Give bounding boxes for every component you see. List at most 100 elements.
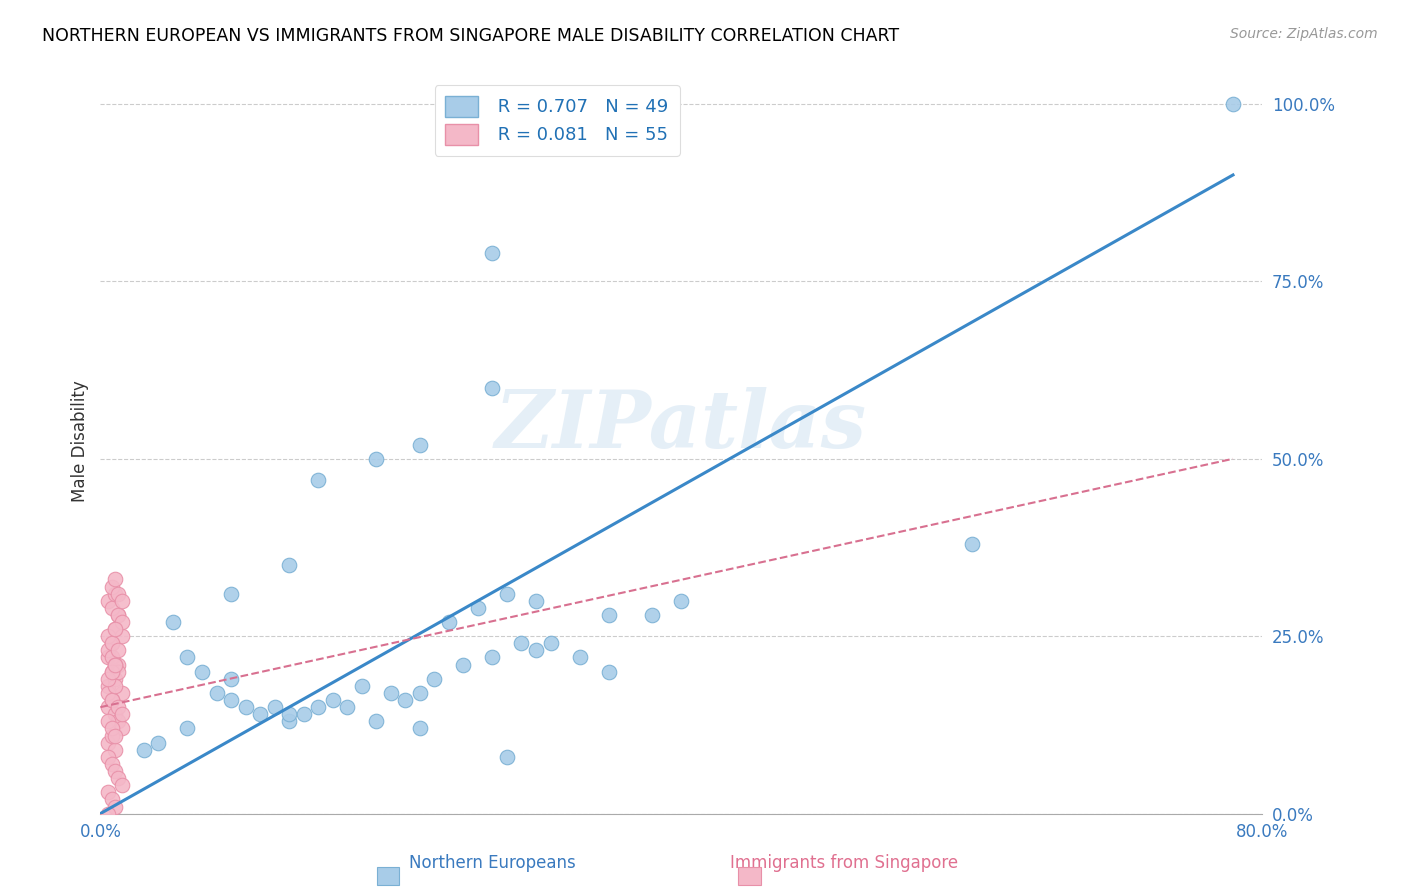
Point: [598, 607, 620, 622]
Point: [481, 246, 503, 260]
Point: [409, 686, 432, 700]
Point: [101, 636, 124, 650]
Point: [292, 707, 315, 722]
Point: [101, 756, 124, 771]
Point: [97, 643, 120, 657]
Point: [101, 729, 124, 743]
Point: [394, 693, 416, 707]
Point: [111, 778, 134, 792]
Point: [101, 722, 124, 736]
Point: [101, 600, 124, 615]
Point: [107, 771, 129, 785]
Point: [104, 573, 127, 587]
Point: [97, 679, 120, 693]
Point: [111, 686, 134, 700]
Point: [97, 629, 120, 643]
Text: ZIPatlas: ZIPatlas: [495, 387, 868, 465]
Point: [437, 615, 460, 629]
Point: [350, 679, 373, 693]
Point: [409, 722, 432, 736]
Point: [101, 636, 124, 650]
Point: [669, 593, 692, 607]
Point: [496, 586, 519, 600]
Point: [307, 700, 329, 714]
Point: [104, 743, 127, 757]
Point: [107, 607, 129, 622]
Point: [111, 707, 134, 722]
Point: [307, 473, 329, 487]
Text: NORTHERN EUROPEAN VS IMMIGRANTS FROM SINGAPORE MALE DISABILITY CORRELATION CHART: NORTHERN EUROPEAN VS IMMIGRANTS FROM SIN…: [42, 27, 900, 45]
Point: [278, 558, 301, 573]
Point: [366, 714, 388, 729]
Point: [219, 693, 242, 707]
Text: Immigrants from Singapore: Immigrants from Singapore: [730, 855, 957, 872]
Point: [101, 650, 124, 665]
Point: [97, 686, 120, 700]
Point: [510, 636, 533, 650]
Y-axis label: Male Disability: Male Disability: [72, 380, 89, 502]
Point: [104, 679, 127, 693]
Point: [104, 657, 127, 672]
Point: [278, 707, 301, 722]
Point: [104, 586, 127, 600]
Point: [97, 736, 120, 750]
Point: [107, 700, 129, 714]
Point: [641, 607, 664, 622]
Point: [104, 707, 127, 722]
Point: [336, 700, 359, 714]
Point: [97, 672, 120, 686]
Point: [423, 672, 446, 686]
Point: [111, 722, 134, 736]
Point: [97, 650, 120, 665]
Point: [278, 714, 301, 729]
Point: [263, 700, 285, 714]
Point: [453, 657, 475, 672]
Point: [219, 672, 242, 686]
Point: [111, 593, 134, 607]
Point: [1222, 97, 1244, 112]
Point: [107, 643, 129, 657]
Point: [235, 700, 257, 714]
Point: [322, 693, 344, 707]
Point: [104, 729, 127, 743]
Point: [380, 686, 402, 700]
Point: [104, 657, 127, 672]
Point: [104, 622, 127, 636]
Point: [111, 629, 134, 643]
Point: [598, 665, 620, 679]
Point: [409, 437, 432, 451]
Point: [540, 636, 562, 650]
Point: [97, 714, 120, 729]
Point: [191, 665, 214, 679]
Point: [107, 714, 129, 729]
Point: [101, 693, 124, 707]
Point: [104, 764, 127, 778]
Point: [107, 657, 129, 672]
Point: [249, 707, 271, 722]
Point: [97, 593, 120, 607]
Point: [219, 586, 242, 600]
Point: [162, 615, 184, 629]
Point: [101, 693, 124, 707]
Point: [111, 615, 134, 629]
Point: [107, 607, 129, 622]
Point: [960, 537, 983, 551]
Point: [524, 643, 547, 657]
Point: [97, 785, 120, 799]
Point: [97, 700, 120, 714]
Point: [104, 672, 127, 686]
Legend:  R = 0.707   N = 49,  R = 0.081   N = 55: R = 0.707 N = 49, R = 0.081 N = 55: [434, 85, 679, 155]
Point: [97, 806, 120, 821]
Point: [481, 381, 503, 395]
Point: [481, 650, 503, 665]
Point: [104, 799, 127, 814]
Point: [97, 749, 120, 764]
Point: [205, 686, 228, 700]
Text: Northern Europeans: Northern Europeans: [409, 855, 575, 872]
Point: [496, 749, 519, 764]
Point: [101, 665, 124, 679]
Point: [148, 736, 170, 750]
Point: [524, 593, 547, 607]
Point: [467, 600, 489, 615]
Point: [132, 743, 155, 757]
